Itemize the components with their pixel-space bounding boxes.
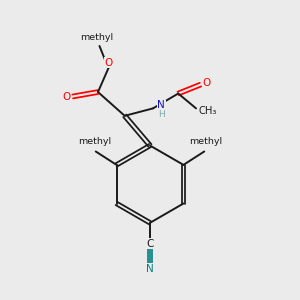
Text: N: N <box>158 100 165 110</box>
Text: N: N <box>146 264 154 274</box>
Text: methyl: methyl <box>189 137 222 146</box>
Text: CH₃: CH₃ <box>198 106 217 116</box>
Text: C: C <box>146 238 154 249</box>
Text: methyl: methyl <box>78 137 111 146</box>
Text: H: H <box>158 110 165 119</box>
Text: methyl: methyl <box>80 33 114 42</box>
Text: O: O <box>104 58 112 68</box>
Text: O: O <box>202 78 211 88</box>
Text: O: O <box>62 92 70 101</box>
